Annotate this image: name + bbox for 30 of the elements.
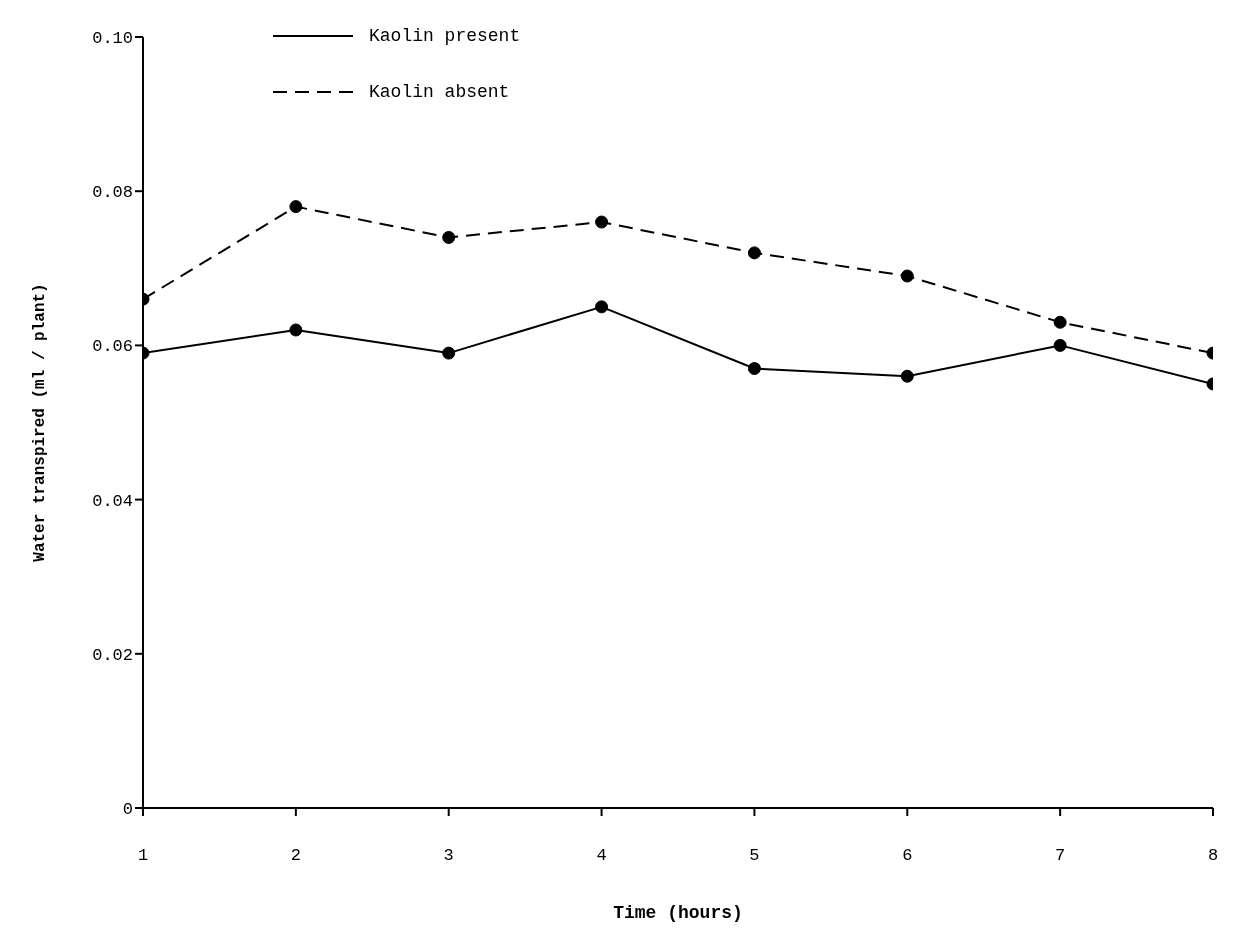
point: [289, 323, 303, 337]
x-tick-label: 4: [596, 846, 607, 866]
x-tick-label: 1: [137, 846, 149, 866]
point: [442, 346, 456, 360]
point: [595, 215, 609, 229]
point: [747, 362, 761, 376]
x-tick-label: 6: [902, 846, 913, 866]
legend-label: Kaolin absent: [369, 82, 510, 102]
y-axis-title: Water transpired (ml / plant): [30, 283, 49, 562]
y-tick-label: 0.06: [92, 337, 133, 357]
point: [900, 269, 914, 283]
legend-label: Kaolin present: [369, 26, 521, 46]
y-tick-label: 0.08: [92, 183, 133, 203]
point: [442, 230, 456, 244]
x-axis-title: Time (hours): [613, 903, 743, 923]
x-tick-label: 8: [1207, 846, 1219, 866]
y-tick-label: 0.10: [92, 29, 133, 49]
point: [1053, 338, 1067, 352]
x-tick-label: 3: [443, 846, 454, 866]
y-tick-label: 0.04: [92, 491, 133, 511]
x-tick-label: 2: [290, 846, 301, 866]
point: [289, 200, 303, 214]
point: [595, 300, 609, 314]
point: [1053, 315, 1067, 329]
x-tick-label: 7: [1055, 846, 1066, 866]
y-tick-label: 0.02: [92, 645, 133, 665]
x-tick-label: 5: [749, 846, 760, 866]
point: [900, 369, 914, 383]
y-tick-label: 0: [122, 800, 133, 820]
point: [747, 246, 761, 260]
